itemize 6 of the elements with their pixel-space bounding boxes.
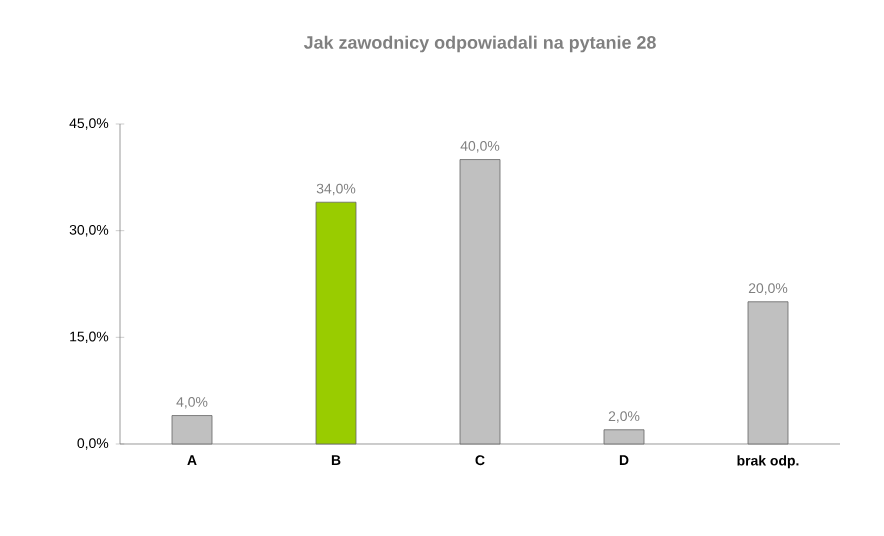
bar [747,301,789,445]
bar [603,429,645,445]
chart-title: Jak zawodnicy odpowiadali na pytanie 28 [303,35,656,53]
bar [315,201,357,445]
bar [171,415,213,445]
bar [459,159,501,445]
